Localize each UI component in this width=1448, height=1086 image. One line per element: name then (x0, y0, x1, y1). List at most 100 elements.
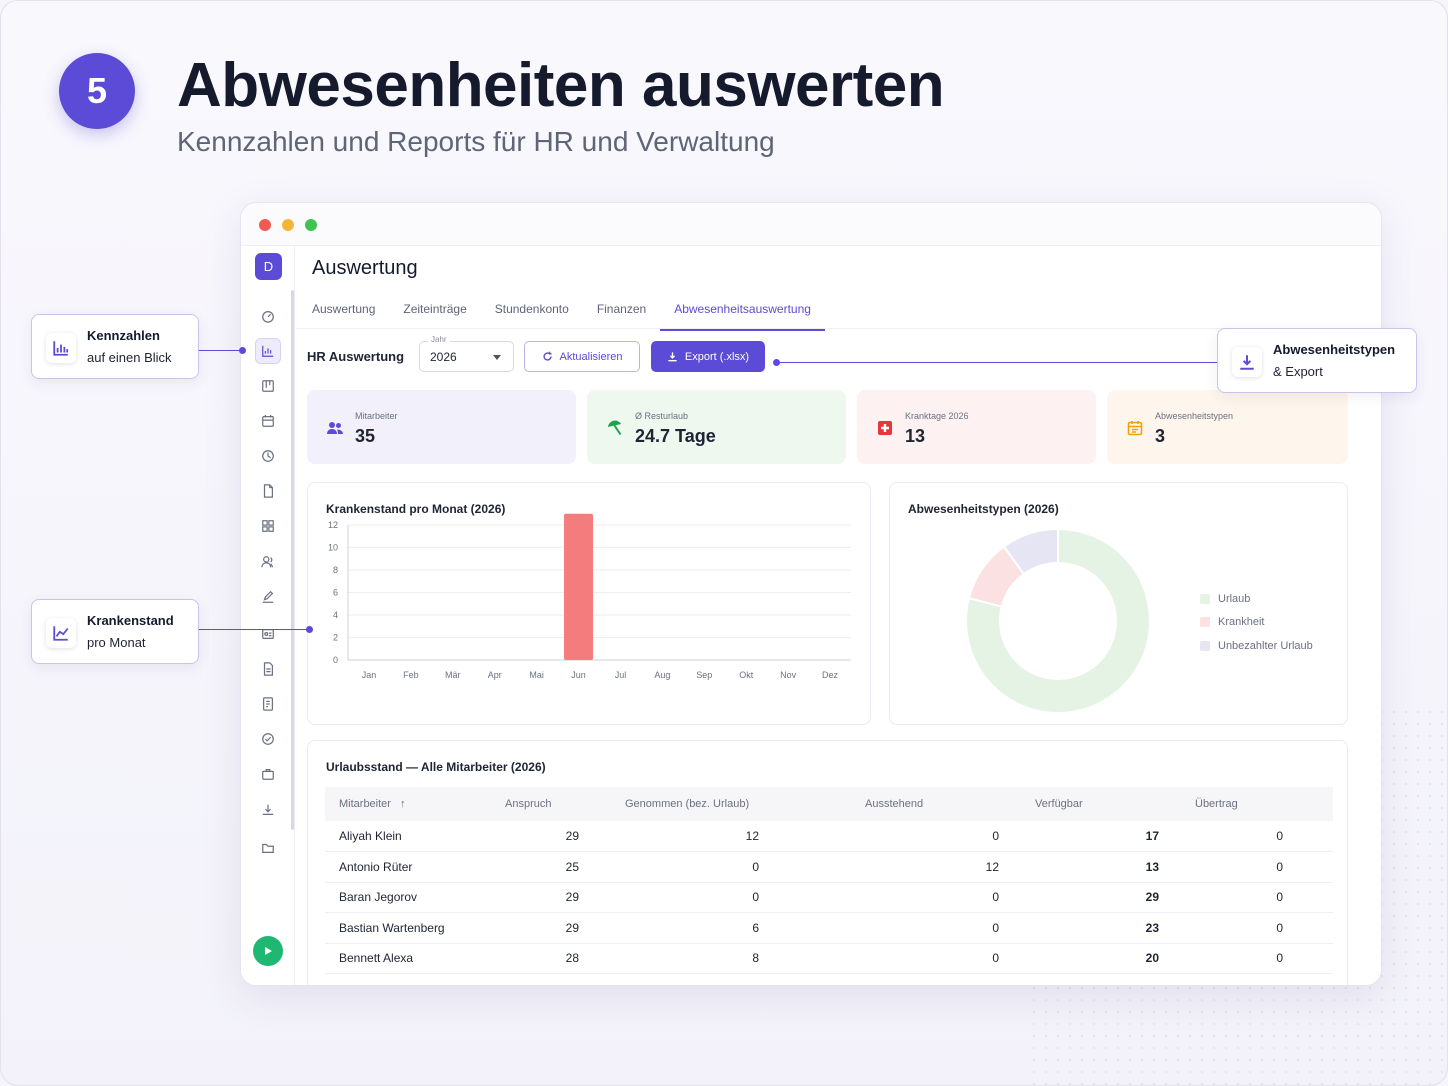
callout-title: Krankenstand (87, 613, 174, 628)
tab-finanzen[interactable]: Finanzen (596, 302, 647, 316)
table-row[interactable]: Aliyah Klein 29 12 0 17 0 (325, 821, 1333, 852)
sick-leave-chart-card: Krankenstand pro Monat (2026) 0 2 4 6 8 10 12 J… (307, 482, 871, 725)
legend-swatch (1200, 617, 1210, 628)
kpi-value: 35 (355, 426, 376, 446)
tab-auswertung[interactable]: Auswertung (312, 302, 376, 316)
column-header-carryover[interactable]: Übertrag (1195, 787, 1333, 821)
clock-icon[interactable] (255, 443, 281, 469)
slide-subheadline: Kennzahlen und Reports für HR und Verwal… (177, 126, 775, 157)
app-window: D (240, 202, 1382, 986)
start-timer-button[interactable] (253, 936, 283, 966)
x-tick-label: Mai (529, 670, 544, 680)
grid-icon[interactable] (255, 513, 281, 539)
column-header-available[interactable]: Verfügbar (1035, 787, 1195, 821)
tab-stundenkonto[interactable]: Stundenkonto (494, 302, 569, 316)
sidebar-scrollbar[interactable] (291, 290, 294, 830)
donut-slice-unbezahlter-urlaub[interactable] (1002, 527, 1059, 576)
dashboard-icon[interactable] (255, 303, 281, 329)
board-icon[interactable] (255, 373, 281, 399)
callout-connector (777, 362, 1217, 363)
cell-carryover: 0 (1195, 912, 1333, 944)
download-icon (1232, 347, 1262, 377)
sort-ascending-icon[interactable]: ↑ (400, 798, 406, 810)
cell-entitlement: 28 (505, 943, 625, 974)
download-icon (668, 352, 677, 362)
cell-entitlement: 29 (505, 912, 625, 944)
window-minimize-button[interactable] (282, 219, 294, 231)
table-row[interactable]: Baran Jegorov 29 0 0 29 0 (325, 882, 1333, 913)
export-xlsx-button[interactable]: Export (.xlsx) (651, 341, 765, 372)
cell-pending: 0 (865, 882, 1035, 913)
column-header-pending[interactable]: Ausstehend (865, 787, 1035, 821)
id-card-icon[interactable] (255, 621, 281, 647)
cell-carryover: 0 (1195, 821, 1333, 852)
x-tick-label: Okt (739, 670, 754, 680)
download-icon[interactable] (255, 797, 281, 823)
callout-connector-dot (773, 359, 780, 366)
table-row[interactable]: Antonio Rüter 25 0 12 13 0 (325, 851, 1333, 883)
x-tick-label: Jan (362, 670, 377, 680)
callout-connector (199, 350, 242, 351)
invoice-icon[interactable] (255, 691, 281, 717)
refresh-icon (542, 351, 552, 361)
bag-icon[interactable] (255, 761, 281, 787)
line-chart-icon (46, 618, 76, 648)
table-title: Urlaubsstand — Alle Mitarbeiter (2026) (326, 760, 546, 774)
folder-icon[interactable] (255, 835, 281, 861)
legend-item[interactable]: Krankheit (1200, 611, 1313, 635)
y-tick-label: 4 (333, 610, 338, 620)
users-icon[interactable] (255, 549, 281, 575)
column-header-employee[interactable]: Mitarbeiter ↑ (325, 787, 505, 821)
column-header-entitlement[interactable]: Anspruch (505, 787, 625, 821)
x-tick-label: Feb (403, 670, 419, 680)
workspace-avatar[interactable]: D (255, 253, 282, 280)
window-close-button[interactable] (259, 219, 271, 231)
cell-taken: 8 (625, 943, 865, 974)
cell-employee: Antonio Rüter (325, 851, 505, 883)
main-content: Auswertung Auswertung Zeiteinträge Stund… (296, 246, 1381, 985)
cell-pending: 0 (865, 912, 1035, 944)
year-select[interactable]: 2026 (419, 341, 514, 372)
kpi-label: Ø Resturlaub (635, 411, 689, 421)
bar-chart-icon (46, 333, 76, 363)
callout-title: Abwesenheitstypen (1273, 342, 1396, 357)
y-tick-label: 10 (328, 543, 338, 553)
table-row[interactable]: Bennett Alexa 28 8 0 20 0 (325, 943, 1333, 974)
cell-pending: 0 (865, 821, 1035, 852)
callout-kennzahlen: Kennzahlen auf einen Blick (31, 314, 199, 379)
calendar-icon[interactable] (255, 408, 281, 434)
legend-item[interactable]: Unbezahlter Urlaub (1200, 634, 1313, 658)
legend-label: Urlaub (1218, 592, 1251, 605)
cell-carryover: 0 (1195, 851, 1333, 883)
refresh-button[interactable]: Aktualisieren (524, 341, 640, 372)
check-circle-icon[interactable] (255, 726, 281, 752)
kpi-label: Kranktage 2026 (905, 411, 969, 421)
document-icon[interactable] (255, 478, 281, 504)
donut-slice-urlaub[interactable] (965, 527, 1151, 714)
cell-available: 23 (1035, 912, 1195, 944)
kpi-card-employees: Mitarbeiter 35 (307, 390, 576, 464)
tab-zeiteintraege[interactable]: Zeiteinträge (403, 302, 467, 316)
edit-icon[interactable] (255, 584, 281, 610)
analytics-icon[interactable] (255, 338, 281, 364)
year-value: 2026 (430, 350, 457, 364)
kpi-value: 24.7 Tage (635, 426, 716, 446)
tab-abwesenheitsauswertung[interactable]: Abwesenheitsauswertung (660, 298, 825, 331)
x-tick-label: Dez (822, 670, 839, 680)
chart-title: Abwesenheitstypen (2026) (908, 502, 1059, 516)
cell-employee: Bastian Wartenberg (325, 912, 505, 944)
table-row[interactable]: Bastian Wartenberg 29 6 0 23 0 (325, 912, 1333, 944)
legend-swatch (1200, 593, 1210, 604)
column-header-label: Mitarbeiter (339, 798, 391, 810)
column-header-taken[interactable]: Genommen (bez. Urlaub) (625, 787, 865, 821)
people-icon (325, 418, 345, 438)
cell-available: 17 (1035, 821, 1195, 852)
callout-export: Abwesenheitstypen & Export (1217, 328, 1417, 393)
window-maximize-button[interactable] (305, 219, 317, 231)
file-text-icon[interactable] (255, 656, 281, 682)
y-tick-label: 2 (333, 633, 338, 643)
chart-title: Krankenstand pro Monat (2026) (326, 502, 506, 516)
legend-item[interactable]: Urlaub (1200, 587, 1313, 611)
legend-swatch (1200, 640, 1210, 651)
tabs-divider (296, 328, 1381, 329)
